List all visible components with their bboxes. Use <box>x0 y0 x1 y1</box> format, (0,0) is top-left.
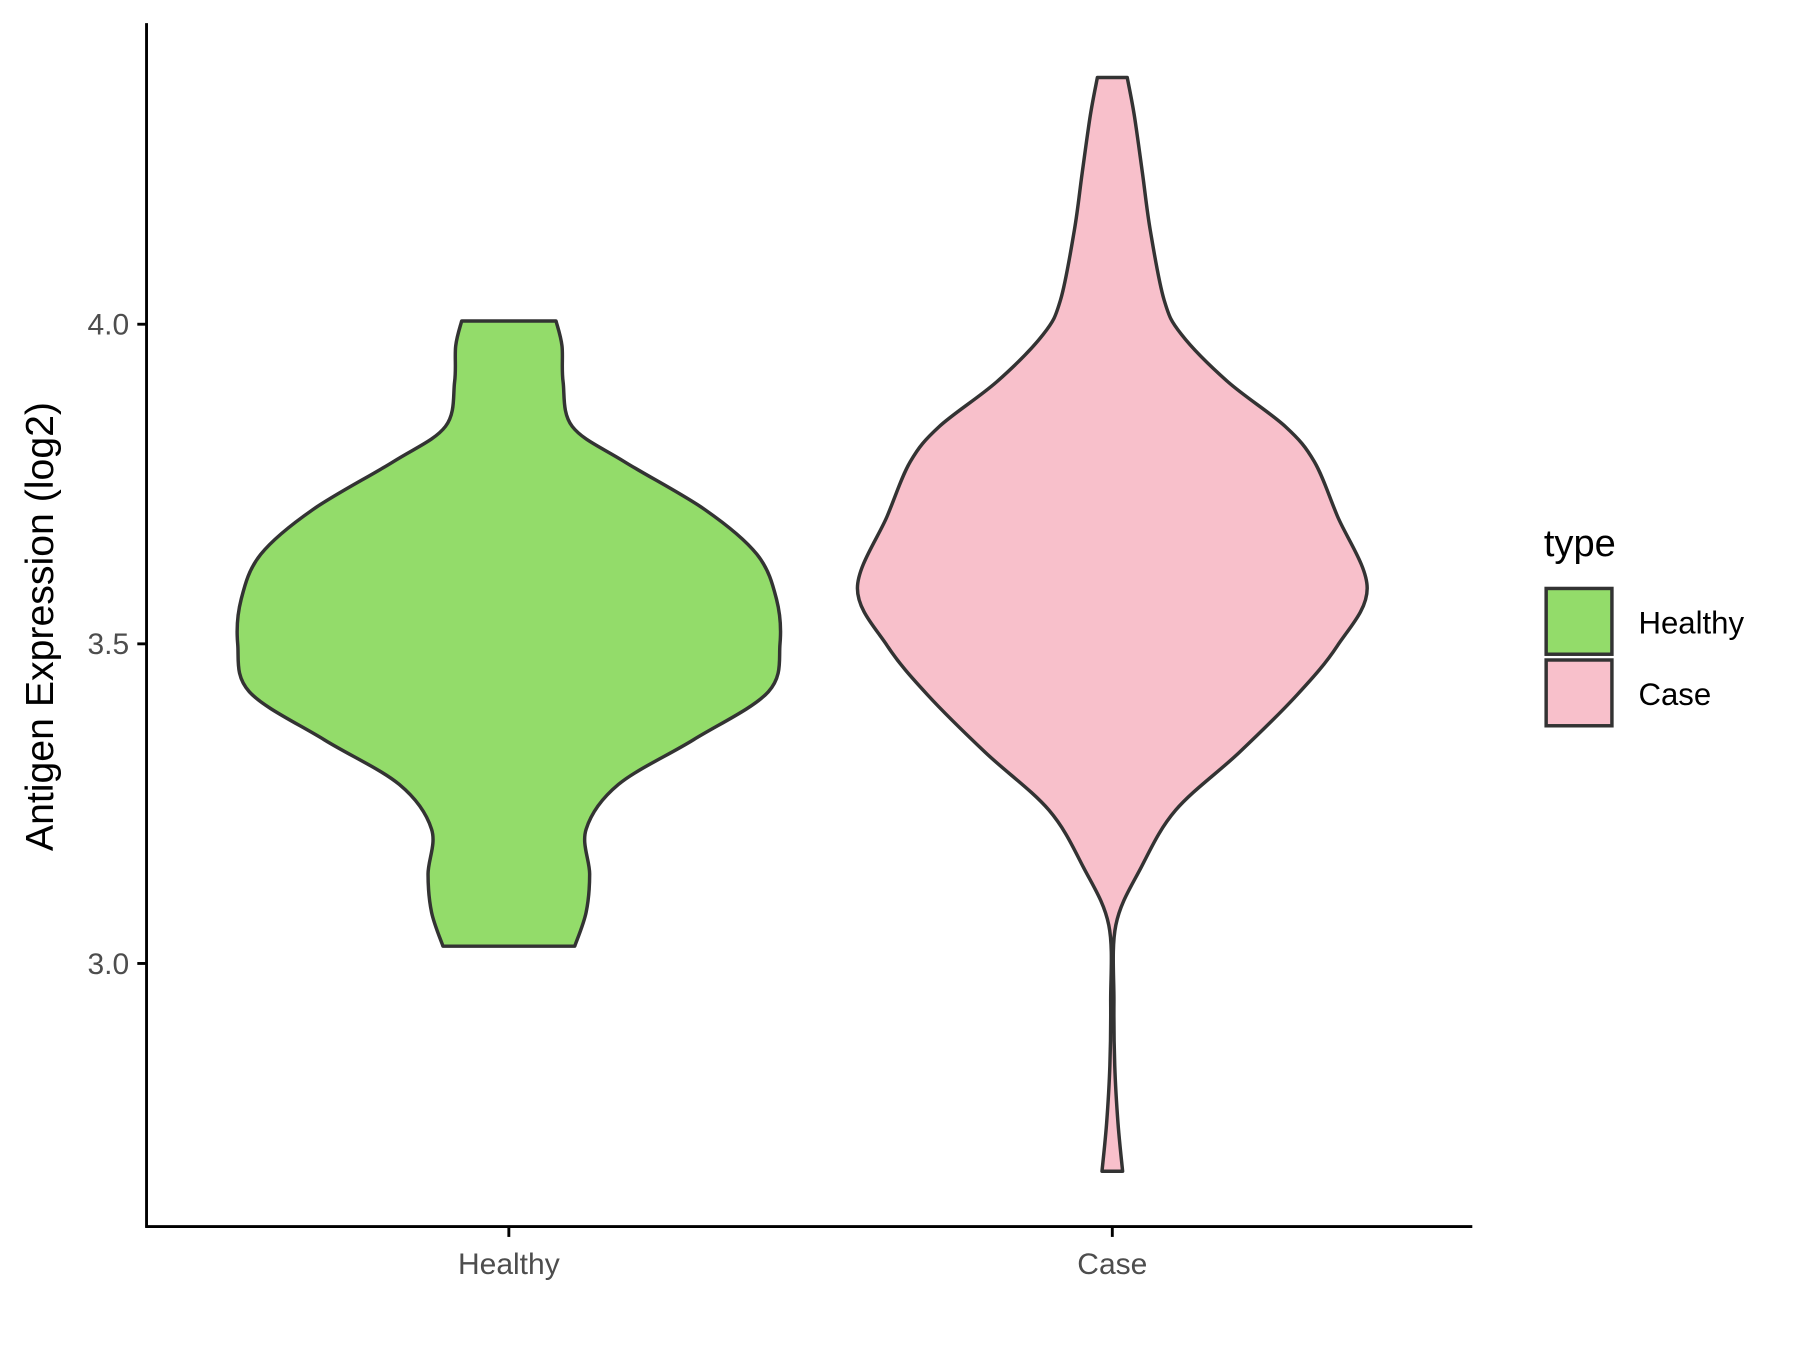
y-tick-label: 3.0 <box>88 948 130 981</box>
legend-key-case <box>1544 658 1614 728</box>
violins <box>235 75 1369 1173</box>
legend-key-healthy <box>1544 586 1614 656</box>
violin-healthy <box>235 319 783 948</box>
y-ticks: 3.0 3.5 4.0 <box>88 309 147 981</box>
x-ticks: Healthy Case <box>458 1226 1147 1281</box>
legend-label: Healthy <box>1638 605 1744 640</box>
x-tick-label: Case <box>1077 1248 1147 1281</box>
legend-title: type <box>1544 523 1616 565</box>
x-tick-label: Healthy <box>458 1248 560 1281</box>
y-axis-label: Antigen Expression (log2) <box>18 402 62 851</box>
violin-case <box>855 75 1369 1173</box>
y-tick-label: 3.5 <box>88 628 130 661</box>
y-tick-label: 4.0 <box>88 309 130 342</box>
legend-label: Case <box>1638 677 1711 712</box>
legend: type Healthy Case <box>1544 523 1744 728</box>
